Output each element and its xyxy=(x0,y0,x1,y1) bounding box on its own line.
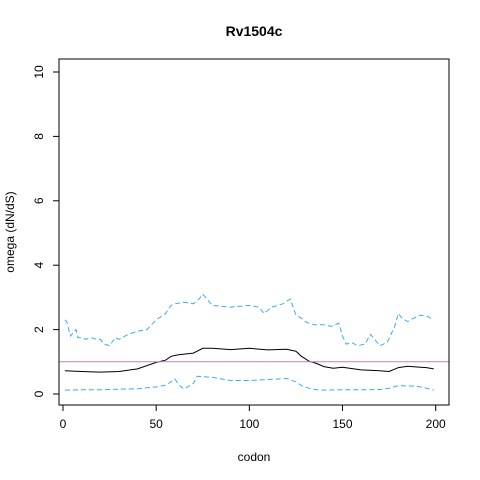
chart-title: Rv1504c xyxy=(226,23,283,39)
y-tick-label: 8 xyxy=(32,133,46,140)
x-tick-label: 50 xyxy=(149,417,163,431)
series-line-lower-bound xyxy=(64,375,434,391)
y-tick-label: 6 xyxy=(32,197,46,204)
plot-frame xyxy=(58,58,450,406)
y-tick-label: 2 xyxy=(32,326,46,333)
y-tick-label: 4 xyxy=(32,262,46,269)
x-tick-label: 200 xyxy=(426,417,446,431)
series-line-upper-bound xyxy=(64,293,435,347)
y-tick-label: 10 xyxy=(32,65,46,79)
x-tick-label: 0 xyxy=(60,417,67,431)
x-axis-label: codon xyxy=(238,450,271,464)
x-axis: 0 50 100 150 200 xyxy=(60,405,446,431)
x-tick-label: 100 xyxy=(239,417,259,431)
x-tick-label: 150 xyxy=(332,417,352,431)
y-tick-label: 0 xyxy=(32,390,46,397)
y-axis: 0 2 4 6 8 10 xyxy=(32,65,59,397)
y-axis-label: omega (dN/dS) xyxy=(3,191,17,272)
series-line-estimate xyxy=(64,347,434,373)
plot-area xyxy=(59,293,449,391)
